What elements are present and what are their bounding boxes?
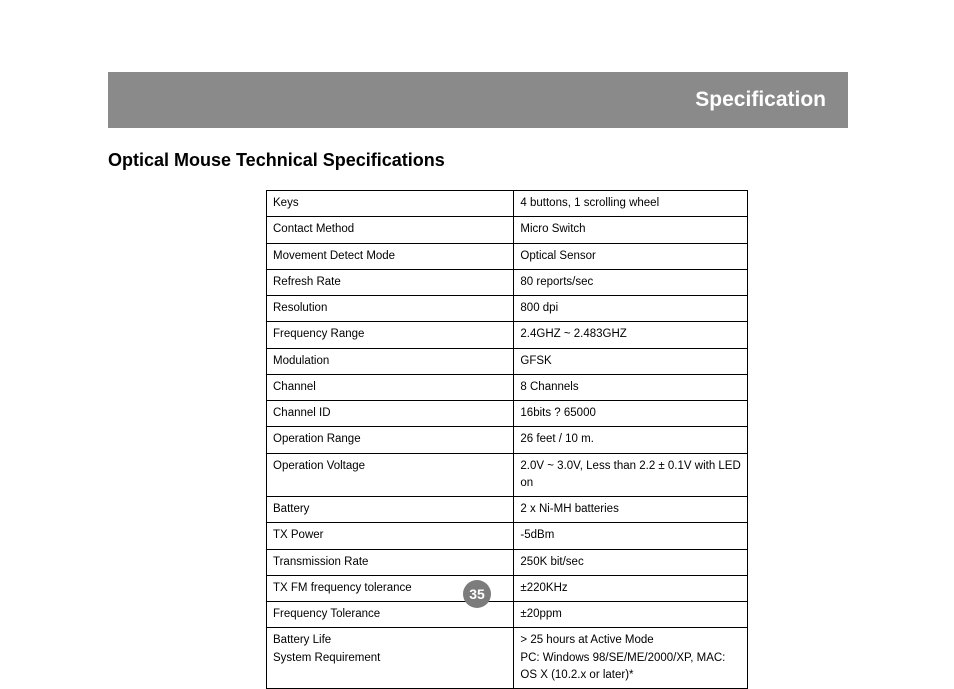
table-row: Operation Range26 feet / 10 m. [267, 427, 748, 453]
spec-label: Refresh Rate [267, 269, 514, 295]
spec-value: 4 buttons, 1 scrolling wheel [514, 191, 748, 217]
table-row: Channel8 Channels [267, 374, 748, 400]
spec-value: 8 Channels [514, 374, 748, 400]
spec-label: Operation Voltage [267, 453, 514, 497]
table-row: Frequency Tolerance±20ppm [267, 602, 748, 628]
spec-label: Resolution [267, 296, 514, 322]
table-row: Contact MethodMicro Switch [267, 217, 748, 243]
spec-value: 16bits ? 65000 [514, 401, 748, 427]
spec-label: Battery [267, 497, 514, 523]
spec-value: 26 feet / 10 m. [514, 427, 748, 453]
spec-table-body: Keys4 buttons, 1 scrolling wheelContact … [267, 191, 748, 689]
spec-label: Keys [267, 191, 514, 217]
spec-value: Micro Switch [514, 217, 748, 243]
header-bar: Specification [108, 72, 848, 128]
table-row: Channel ID16bits ? 65000 [267, 401, 748, 427]
table-row: TX FM frequency tolerance±220KHz [267, 575, 748, 601]
table-row: Transmission Rate250K bit/sec [267, 549, 748, 575]
table-row: Keys4 buttons, 1 scrolling wheel [267, 191, 748, 217]
page-number-badge: 35 [463, 580, 491, 608]
spec-value: > 25 hours at Active ModePC: Windows 98/… [514, 628, 748, 689]
spec-label: Channel ID [267, 401, 514, 427]
table-row: Battery2 x Ni-MH batteries [267, 497, 748, 523]
header-title: Specification [695, 88, 826, 112]
spec-value: 2.0V ~ 3.0V, Less than 2.2 ± 0.1V with L… [514, 453, 748, 497]
section-title: Optical Mouse Technical Specifications [108, 150, 445, 171]
page-number-value: 35 [469, 586, 485, 602]
spec-label: Contact Method [267, 217, 514, 243]
spec-value: ±20ppm [514, 602, 748, 628]
table-row: Movement Detect ModeOptical Sensor [267, 243, 748, 269]
spec-table: Keys4 buttons, 1 scrolling wheelContact … [266, 190, 748, 689]
document-page: Specification Optical Mouse Technical Sp… [0, 0, 954, 664]
spec-value: 2 x Ni-MH batteries [514, 497, 748, 523]
spec-value: 80 reports/sec [514, 269, 748, 295]
spec-label: Channel [267, 374, 514, 400]
spec-label: Movement Detect Mode [267, 243, 514, 269]
table-row: Resolution800 dpi [267, 296, 748, 322]
spec-label: Modulation [267, 348, 514, 374]
spec-label: Transmission Rate [267, 549, 514, 575]
table-row: TX Power-5dBm [267, 523, 748, 549]
spec-value: Optical Sensor [514, 243, 748, 269]
spec-value: 800 dpi [514, 296, 748, 322]
spec-label: TX Power [267, 523, 514, 549]
spec-label: Operation Range [267, 427, 514, 453]
table-row: Refresh Rate80 reports/sec [267, 269, 748, 295]
spec-value: 2.4GHZ ~ 2.483GHZ [514, 322, 748, 348]
table-row: ModulationGFSK [267, 348, 748, 374]
table-row: Frequency Range2.4GHZ ~ 2.483GHZ [267, 322, 748, 348]
spec-label: Frequency Range [267, 322, 514, 348]
table-row: Operation Voltage2.0V ~ 3.0V, Less than … [267, 453, 748, 497]
spec-value: 250K bit/sec [514, 549, 748, 575]
spec-value: -5dBm [514, 523, 748, 549]
spec-label: Battery LifeSystem Requirement [267, 628, 514, 689]
spec-value: GFSK [514, 348, 748, 374]
table-row: Battery LifeSystem Requirement> 25 hours… [267, 628, 748, 689]
spec-value: ±220KHz [514, 575, 748, 601]
